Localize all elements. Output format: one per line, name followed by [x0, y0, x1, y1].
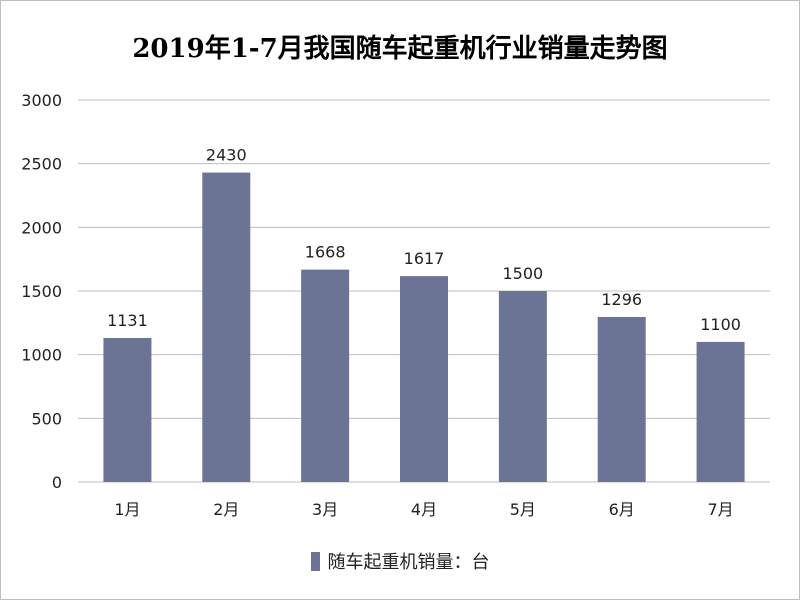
chart-title: 2019年1-7月我国随车起重机行业销量走势图 — [132, 34, 668, 64]
y-axis-ticks: 0 500 1000 1500 2000 2500 3000 — [21, 91, 62, 492]
y-tick-label: 2000 — [21, 218, 62, 237]
data-label: 1617 — [404, 249, 445, 268]
y-tick-label: 500 — [31, 409, 62, 428]
data-label: 1131 — [107, 311, 148, 330]
x-tick-label: 4月 — [411, 500, 437, 519]
x-tick-label: 2月 — [213, 500, 239, 519]
y-tick-label: 1500 — [21, 282, 62, 301]
data-label: 1500 — [502, 264, 543, 283]
x-tick-label: 3月 — [312, 500, 338, 519]
bar — [103, 337, 152, 482]
bar — [696, 341, 745, 482]
legend: 随车起重机销量：台 — [0, 548, 800, 574]
bar — [498, 291, 547, 482]
legend-label: 随车起重机销量：台 — [327, 552, 490, 573]
x-tick-label: 7月 — [707, 500, 733, 519]
data-label: 1100 — [700, 315, 741, 334]
legend-swatch — [310, 552, 320, 571]
bar — [597, 316, 646, 482]
y-tick-label: 0 — [52, 473, 62, 492]
x-tick-label: 6月 — [609, 500, 635, 519]
bars — [103, 172, 745, 482]
bar — [301, 269, 350, 482]
y-tick-label: 3000 — [21, 91, 62, 110]
bar — [202, 172, 251, 482]
data-label: 2430 — [206, 146, 247, 165]
y-tick-label: 1000 — [21, 346, 62, 365]
x-tick-label: 1月 — [114, 500, 140, 519]
bar — [400, 276, 448, 482]
x-tick-label: 5月 — [510, 500, 536, 519]
data-label: 1668 — [305, 243, 346, 262]
x-axis-ticks: 1月 2月 3月 4月 5月 6月 7月 — [114, 500, 733, 519]
data-labels: 1131 2430 1668 1617 1500 1296 1100 — [107, 146, 741, 334]
y-tick-label: 2500 — [21, 155, 62, 174]
data-label: 1296 — [601, 290, 642, 309]
